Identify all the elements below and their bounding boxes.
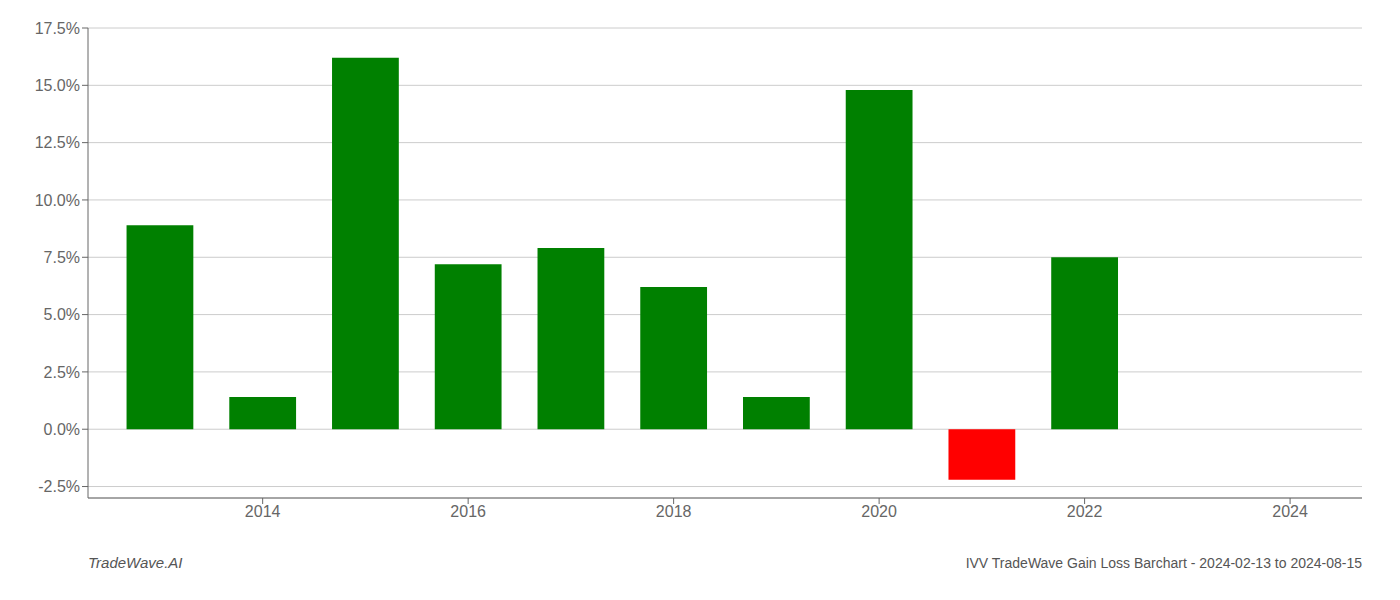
svg-text:2014: 2014 — [245, 503, 281, 520]
svg-text:-2.5%: -2.5% — [38, 478, 80, 495]
svg-text:0.0%: 0.0% — [44, 421, 80, 438]
svg-text:10.0%: 10.0% — [35, 192, 80, 209]
svg-text:7.5%: 7.5% — [44, 249, 80, 266]
html-text:TradeWave.AI: TradeWave.AI — [88, 554, 183, 571]
svg-text:2020: 2020 — [861, 503, 897, 520]
svg-text:2016: 2016 — [450, 503, 486, 520]
html-text:IVV TradeWave Gain Loss Barcha: IVV TradeWave Gain Loss Barchart - 2024-… — [965, 555, 1362, 571]
svg-text:2018: 2018 — [656, 503, 692, 520]
svg-text:17.5%: 17.5% — [35, 20, 80, 37]
svg-text:2.5%: 2.5% — [44, 364, 80, 381]
svg-text:2024: 2024 — [1272, 503, 1308, 520]
svg-text:12.5%: 12.5% — [35, 134, 80, 151]
svg-text:5.0%: 5.0% — [44, 306, 80, 323]
svg-text:15.0%: 15.0% — [35, 77, 80, 94]
svg-text:2022: 2022 — [1067, 503, 1103, 520]
